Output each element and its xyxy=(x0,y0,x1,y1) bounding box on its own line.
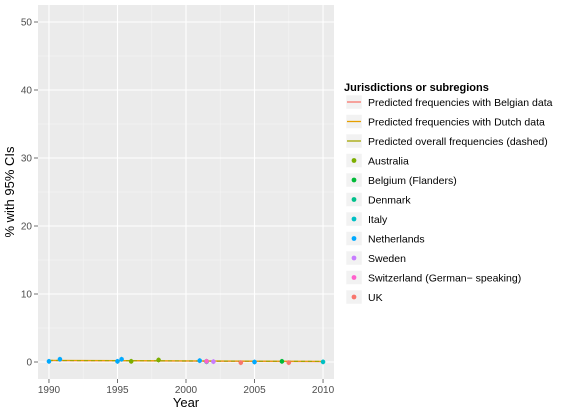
x-tick-label: 1995 xyxy=(106,385,129,396)
legend-label: Italy xyxy=(368,214,388,226)
y-tick-label: 0 xyxy=(26,358,32,369)
x-tick-label: 2005 xyxy=(243,385,266,396)
legend-point-key xyxy=(351,294,357,300)
y-tick-label: 10 xyxy=(21,290,33,301)
legend: Jurisdictions or subregions Predicted fr… xyxy=(344,82,553,305)
legend-title: Jurisdictions or subregions xyxy=(344,82,489,94)
data-point xyxy=(238,360,244,365)
x-tick-label: 2000 xyxy=(175,385,198,396)
data-point xyxy=(57,356,63,362)
x-tick-label: 2010 xyxy=(312,385,335,396)
data-point xyxy=(119,356,124,362)
data-point xyxy=(252,359,257,365)
y-tick-label: 20 xyxy=(21,222,33,233)
legend-label: Predicted frequencies with Belgian data xyxy=(368,97,553,109)
legend-point-key xyxy=(351,255,357,261)
data-point xyxy=(286,360,292,365)
axis-ticks: 1990 1995 2000 2005 2010 0 10 20 30 40 50 xyxy=(21,18,335,397)
x-axis-title: Year xyxy=(173,395,200,410)
legend-point-key xyxy=(351,197,357,202)
legend-label: Denmark xyxy=(368,195,411,207)
legend-label: Netherlands xyxy=(368,234,425,246)
data-point xyxy=(204,359,209,364)
data-point xyxy=(211,359,216,364)
data-point xyxy=(156,357,161,363)
data-point xyxy=(279,359,285,364)
data-point xyxy=(320,359,326,365)
y-axis-title: % with 95% CIs xyxy=(2,146,17,238)
legend-point-key xyxy=(351,275,357,280)
legend-label: Predicted overall frequencies (dashed) xyxy=(368,136,548,148)
legend-label: Australia xyxy=(368,156,409,168)
legend-point-key xyxy=(351,177,357,183)
data-point xyxy=(46,359,52,364)
legend-point-key xyxy=(351,158,357,163)
y-tick-label: 30 xyxy=(21,154,33,165)
grid-lines xyxy=(38,5,334,379)
data-point xyxy=(128,359,134,364)
legend-point-key xyxy=(351,216,357,222)
data-point xyxy=(197,358,203,363)
legend-label: Switzerland (German− speaking) xyxy=(368,273,521,285)
data-point xyxy=(115,359,120,364)
legend-point-key xyxy=(351,236,357,241)
legend-label: Predicted frequencies with Dutch data xyxy=(368,117,545,129)
x-tick-label: 1990 xyxy=(38,385,61,396)
legend-label: Sweden xyxy=(368,253,406,265)
prediction-lines xyxy=(48,359,324,363)
y-tick-label: 50 xyxy=(21,18,33,29)
data-points xyxy=(46,356,326,366)
legend-label: UK xyxy=(368,292,383,304)
prediction-line xyxy=(48,359,324,363)
legend-label: Belgium (Flanders) xyxy=(368,175,457,187)
y-tick-label: 40 xyxy=(21,86,33,97)
